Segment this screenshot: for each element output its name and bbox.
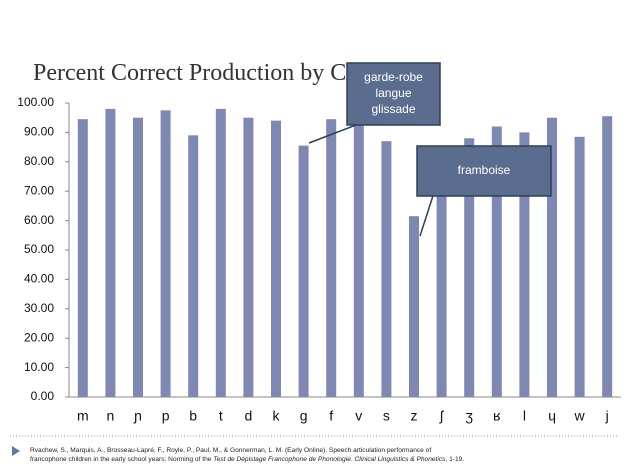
x-tick-label: f [329,408,333,424]
y-tick-label: 30.00 [24,301,54,315]
y-tick-label: 100.00 [17,95,54,109]
x-tick-label: ɥ [548,408,556,424]
y-tick-label: 70.00 [24,183,54,197]
bar [243,117,254,397]
x-tick-label: j [605,408,609,424]
callout-text: glissade [371,102,415,116]
callout-text: garde-robe [364,70,423,84]
x-tick-label: k [273,408,281,424]
bar [519,132,530,397]
bar [298,145,309,397]
y-tick-label: 90.00 [24,125,54,139]
bullet [12,446,20,456]
citation-line-2: francophone children in the early school… [30,456,464,463]
callout-box [346,62,441,126]
x-tick-label: n [107,408,115,424]
x-tick-label: ʁ [493,408,501,424]
y-tick-label: 10.00 [24,360,54,374]
y-tick-label: 60.00 [24,213,54,227]
y-tick-label: 80.00 [24,154,54,168]
bar [160,110,171,397]
y-tick-label: 50.00 [24,242,54,256]
x-tick-label: l [523,408,526,424]
bar [602,116,613,397]
y-tick-label: 0.00 [31,389,55,403]
citation-part: francophone children in the early school… [30,456,213,463]
bar [105,108,116,397]
callout-pointer [308,124,357,144]
bar [464,138,475,397]
bar [133,117,143,397]
bar [491,126,502,398]
citation-part: Clinical Linguistics & Phonetics [355,456,447,463]
callout-text: langue [375,86,411,100]
bar [215,108,226,397]
citation-part: . [351,456,355,463]
citation-part: Test de Dépistage Francophone de Phonolo… [213,456,351,463]
bar [436,152,447,397]
x-tick-label: v [355,408,362,424]
x-tick-label: w [574,408,586,424]
x-tick-label: m [77,408,89,424]
x-tick-label: t [219,408,223,424]
x-tick-label: z [411,408,418,424]
bar [547,117,557,397]
bar [271,120,281,397]
y-tick-label: 20.00 [24,330,54,344]
x-tick-label: ʃ [439,408,445,424]
bar [353,123,364,397]
callout-text: framboise [458,163,511,177]
x-tick-label: ʒ [465,408,473,424]
bar [409,216,419,397]
bar [77,119,88,398]
citation-line-1: Rvachew, S., Marquis, A., Brosseau-Lapré… [30,447,431,454]
x-tick-label: g [300,408,308,424]
bar [188,135,199,397]
bar [326,119,337,398]
x-tick-label: ɲ [133,408,142,424]
bar [381,141,392,397]
x-tick-label: p [162,408,170,424]
x-tick-label: b [189,408,197,424]
x-tick-label: d [245,408,253,424]
y-tick-label: 40.00 [24,272,54,286]
callout-box [416,145,552,197]
bar [574,136,585,397]
citation-part: , 1-19. [445,456,464,463]
x-tick-label: s [383,408,390,424]
